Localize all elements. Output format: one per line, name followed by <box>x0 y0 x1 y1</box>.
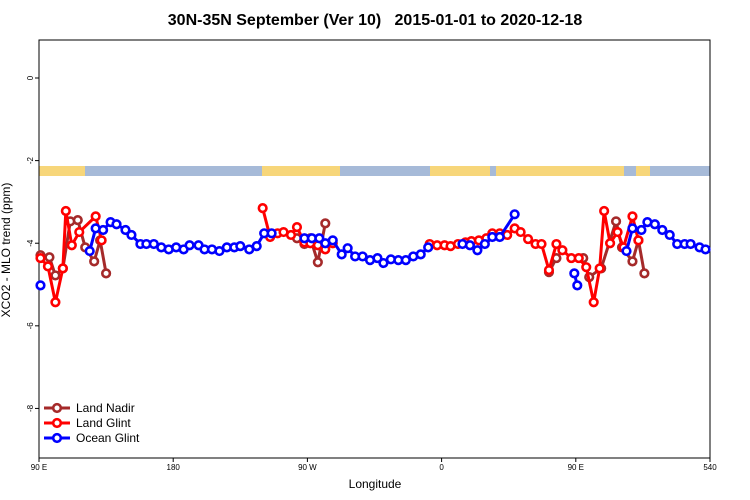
point <box>342 243 353 254</box>
point <box>285 229 297 241</box>
point <box>66 240 77 251</box>
point <box>700 244 711 255</box>
point <box>89 256 100 267</box>
point <box>50 270 61 281</box>
point <box>72 214 83 226</box>
y-tick-label: -2 <box>26 157 35 165</box>
point <box>581 262 592 273</box>
legend-swatch-point <box>51 402 63 414</box>
point <box>336 249 347 260</box>
legend-label: Land Nadir <box>76 401 135 415</box>
point <box>57 263 68 274</box>
x-tick-label: 180 <box>167 463 181 472</box>
point <box>636 224 647 236</box>
legend-label: Land Glint <box>76 416 131 430</box>
point <box>126 229 137 241</box>
point <box>35 280 46 291</box>
point <box>543 264 555 276</box>
point <box>60 205 71 217</box>
point <box>627 211 638 222</box>
point <box>569 268 580 279</box>
x-axis-label: Longitude <box>349 477 402 491</box>
x-tick-label: 90 E <box>568 463 584 472</box>
x-tick-label: 0 <box>439 463 444 472</box>
point <box>184 240 195 251</box>
land-ocean-strip <box>39 166 710 176</box>
point <box>610 216 622 227</box>
legend-swatch-point <box>51 432 63 444</box>
point <box>639 268 650 279</box>
point <box>633 235 644 246</box>
x-tick-label: 540 <box>703 463 717 472</box>
point <box>74 226 85 238</box>
point <box>214 245 225 257</box>
x-tick-label: 90 E <box>31 463 47 472</box>
point <box>90 211 101 222</box>
point <box>588 297 599 308</box>
point <box>327 235 338 246</box>
point <box>257 203 268 214</box>
legend-swatch-point <box>51 417 63 429</box>
point <box>515 226 526 238</box>
point <box>291 222 303 233</box>
point <box>378 257 389 269</box>
point <box>627 256 638 267</box>
point <box>44 252 55 263</box>
point <box>572 280 583 291</box>
point <box>536 238 547 250</box>
point <box>664 229 675 241</box>
point <box>464 240 476 251</box>
point <box>621 245 632 257</box>
point <box>415 249 426 260</box>
point <box>100 268 112 279</box>
y-tick-label: -4 <box>26 239 35 247</box>
point <box>251 241 262 252</box>
point <box>357 251 368 262</box>
point <box>98 224 109 236</box>
point <box>604 238 616 249</box>
point <box>84 245 95 257</box>
point <box>612 226 623 238</box>
point <box>320 218 331 229</box>
point <box>96 235 107 246</box>
point <box>657 224 668 236</box>
y-axis-label: XCO2 - MLO trend (ppm) <box>0 183 13 318</box>
point <box>235 241 246 252</box>
point <box>472 245 483 256</box>
y-tick-label: -6 <box>26 322 35 330</box>
point <box>35 252 46 264</box>
point <box>312 257 323 268</box>
point <box>551 238 562 250</box>
point <box>557 245 568 256</box>
point <box>479 238 490 250</box>
y-tick-label: -8 <box>26 404 35 412</box>
point <box>599 205 610 217</box>
point <box>522 233 534 245</box>
point <box>573 252 584 264</box>
point <box>400 255 411 266</box>
point <box>509 209 520 220</box>
point <box>594 263 605 274</box>
point <box>649 219 660 230</box>
chart-title: 30N-35N September (Ver 10) 2015-01-01 to… <box>168 12 583 29</box>
x-tick-label: 90 W <box>298 463 317 472</box>
legend-label: Ocean Glint <box>76 431 140 445</box>
point <box>423 242 434 253</box>
point <box>50 297 61 308</box>
point <box>111 219 122 230</box>
point <box>685 238 696 250</box>
point <box>42 261 54 272</box>
point <box>494 231 505 243</box>
point <box>627 223 638 234</box>
y-tick-label: 0 <box>26 75 35 80</box>
point <box>266 228 277 239</box>
